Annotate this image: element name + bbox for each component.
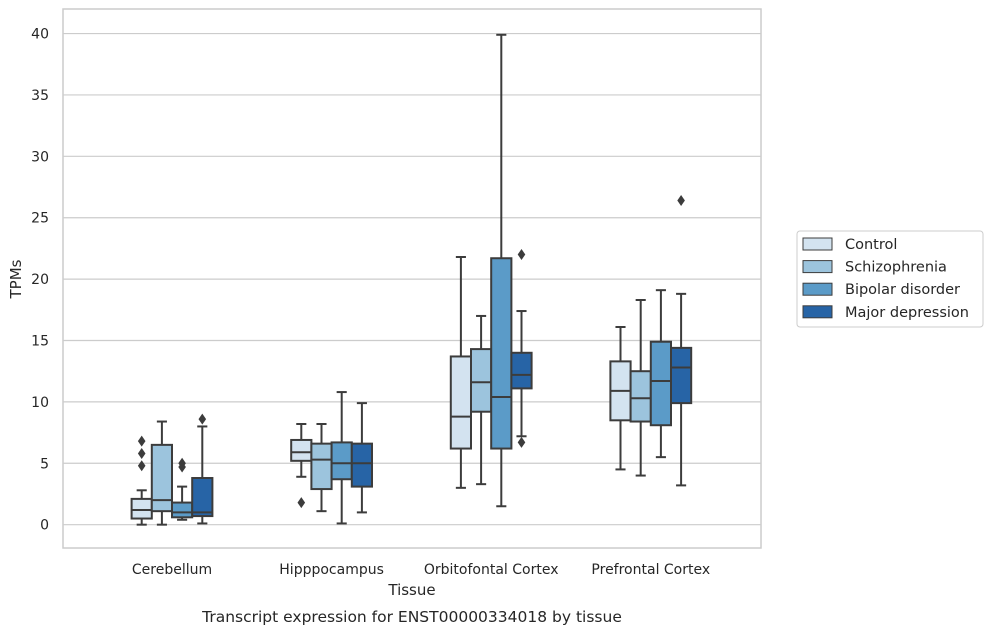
x-tick-label: Prefrontal Cortex (591, 562, 710, 578)
box-iqr (191, 477, 214, 518)
x-tick-labels: Cerebellum Hipppocampus Orbitofontal Corte… (132, 562, 710, 578)
box-iqr (670, 346, 693, 405)
legend-label: Bipolar disorder (845, 282, 960, 298)
y-tick-label: 5 (40, 456, 49, 472)
box-schizophrenia (629, 298, 652, 477)
plot-area-background (63, 9, 761, 548)
y-tick-label: 10 (31, 395, 49, 411)
box-series (130, 33, 693, 526)
x-axis-label: Tissue (387, 581, 435, 599)
x-tick-label: Cerebellum (132, 562, 212, 578)
box-iqr (171, 501, 194, 519)
y-tick-label: 20 (31, 272, 49, 288)
box-control (449, 256, 472, 489)
box-iqr (130, 497, 153, 520)
box-major-depression (350, 402, 373, 514)
legend-swatch (802, 282, 833, 296)
box-schizophrenia (150, 420, 174, 526)
box-major-depression (670, 195, 693, 487)
box-iqr (629, 370, 652, 423)
legend-label: Schizophrenia (845, 260, 947, 276)
legend-label: Major depression (845, 305, 969, 321)
y-tick-label: 0 (40, 518, 49, 534)
box-iqr (350, 442, 373, 488)
outlier-point (517, 436, 526, 448)
y-tick-labels: 0 5 10 15 20 25 30 35 40 (31, 27, 49, 534)
box-bipolar-disorder (649, 289, 672, 459)
box-iqr (490, 257, 513, 450)
gridlines (63, 32, 761, 526)
outlier-point (677, 195, 685, 207)
box-control (290, 422, 313, 509)
legend-swatch (802, 260, 833, 274)
box-bipolar-disorder (330, 391, 353, 525)
outlier-point (137, 447, 146, 459)
outlier-point (137, 435, 146, 447)
box-iqr (449, 355, 472, 450)
outlier-point (517, 249, 526, 261)
box-major-depression (191, 413, 214, 525)
box-major-depression (510, 249, 533, 448)
legend-swatch (802, 305, 833, 319)
y-tick-label: 15 (31, 334, 49, 350)
outlier-point (137, 460, 146, 472)
legend: Control Schizophrenia Bipolar disorder Majo… (796, 230, 984, 328)
outlier-point (297, 497, 306, 509)
outlier-point (178, 457, 186, 469)
y-axis-label: TPMs (7, 259, 25, 299)
y-tick-label: 35 (31, 88, 49, 104)
box-iqr (470, 348, 493, 413)
box-control (609, 325, 632, 471)
y-tick-label: 25 (31, 211, 49, 227)
y-tick-label: 40 (31, 27, 49, 43)
box-iqr (310, 442, 333, 491)
plot-frame (62, 8, 762, 549)
x-tick-label: Hipppocampus (279, 562, 384, 578)
box-iqr (649, 340, 672, 427)
outlier-point (198, 413, 207, 425)
x-tick-label: Orbitofontal Cortex (424, 562, 559, 578)
legend-label: Control (845, 237, 897, 253)
legend-frame (796, 230, 984, 328)
legend-swatch (802, 237, 833, 251)
box-iqr (290, 438, 313, 462)
box-iqr (150, 443, 174, 513)
y-tick-label: 30 (31, 149, 49, 165)
chart-caption: Transcript expression for ENST0000033401… (201, 608, 622, 626)
box-iqr (330, 441, 353, 481)
box-iqr (510, 351, 533, 390)
